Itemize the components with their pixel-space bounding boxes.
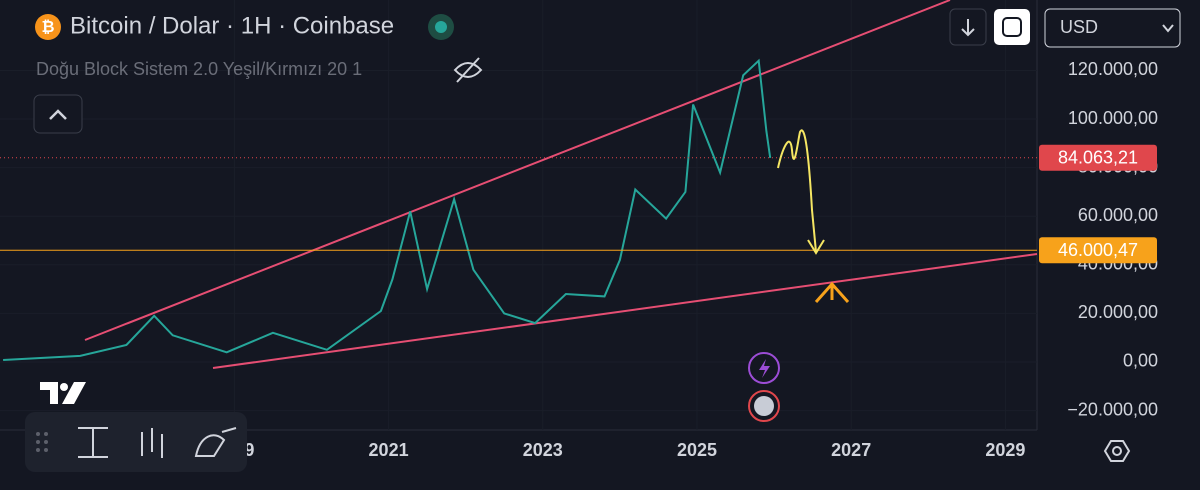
price-tag-label: 84.063,21 bbox=[1058, 148, 1138, 168]
forecast-sketch bbox=[777, 129, 817, 253]
y-tick-label: 120.000,00 bbox=[1068, 59, 1158, 79]
event-bolt bbox=[759, 359, 770, 378]
fullscreen-icon bbox=[1002, 17, 1022, 37]
upper-trendline bbox=[84, 0, 951, 341]
price-tag bbox=[1039, 144, 1157, 171]
axes: −20.000,000,0020.000,0040.000,0060.000,0… bbox=[214, 59, 1158, 460]
currency-select[interactable]: USD bbox=[1044, 8, 1181, 48]
y-tick-label: −20.000,00 bbox=[1067, 399, 1158, 419]
collapse-icon bbox=[49, 109, 67, 120]
chart-title: Bitcoin / Dolar · 1H · Coinbase bbox=[70, 12, 394, 39]
hide-indicator-button[interactable] bbox=[453, 57, 483, 83]
draw-tool[interactable] bbox=[194, 427, 237, 457]
candles-tool[interactable] bbox=[141, 428, 163, 458]
drawing-toolbar bbox=[25, 412, 247, 472]
collapse-box bbox=[33, 94, 83, 134]
y-tick-label: 0,00 bbox=[1123, 351, 1158, 371]
x-tick-label: 2027 bbox=[831, 440, 871, 460]
price-tag-label: 46.000,47 bbox=[1058, 240, 1138, 260]
lower-trendline bbox=[212, 253, 1038, 369]
x-tick-label: 2023 bbox=[523, 440, 563, 460]
x-tick-label: 2025 bbox=[677, 440, 717, 460]
news-flag bbox=[754, 396, 774, 416]
scroll-down-button[interactable] bbox=[949, 8, 987, 46]
x-tick-label: 2029 bbox=[985, 440, 1025, 460]
logo bbox=[40, 382, 86, 404]
toolbar-grip bbox=[36, 432, 48, 452]
y-tick-label: 60.000,00 bbox=[1078, 205, 1158, 225]
price-line bbox=[3, 58, 772, 361]
y-tick-label: 20.000,00 bbox=[1078, 302, 1158, 322]
settings-button[interactable] bbox=[1103, 440, 1131, 462]
scroll-down-icon bbox=[961, 19, 975, 37]
currency-caret bbox=[1162, 24, 1174, 33]
fullscreen-button[interactable] bbox=[994, 9, 1030, 45]
toolbar-box bbox=[25, 412, 247, 472]
settings-icon bbox=[1103, 440, 1131, 462]
settings-core bbox=[1112, 446, 1122, 456]
support-arrow bbox=[814, 281, 850, 303]
market-status-dot bbox=[435, 21, 447, 33]
currency-label: USD bbox=[1060, 17, 1098, 37]
logo-dot bbox=[60, 383, 68, 391]
indicator-label: Doğu Block Sistem 2.0 Yeşil/Kırmızı 20 1 bbox=[36, 59, 362, 79]
grid bbox=[0, 0, 1037, 430]
collapse-button[interactable] bbox=[33, 94, 83, 134]
forecast-arrowhead bbox=[807, 239, 825, 255]
y-tick-label: 100.000,00 bbox=[1068, 108, 1158, 128]
btc-symbol: ₿ bbox=[41, 18, 54, 36]
x-tick-label: 2021 bbox=[369, 440, 409, 460]
price-tag bbox=[1039, 237, 1157, 264]
measure-tool[interactable] bbox=[78, 427, 108, 458]
plot bbox=[0, 58, 1037, 361]
eye-slash bbox=[456, 57, 480, 83]
fullscreen-box bbox=[994, 9, 1030, 45]
currency-box bbox=[1044, 8, 1181, 48]
btc-icon bbox=[35, 14, 61, 40]
